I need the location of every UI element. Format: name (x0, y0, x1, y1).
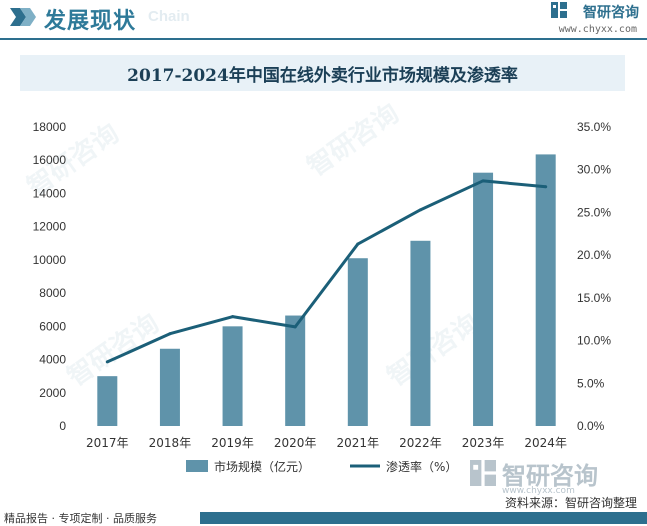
legend-bar-swatch (186, 460, 208, 472)
bar (473, 172, 494, 426)
y-left-tick-label: 14000 (33, 186, 67, 200)
header: 发展现状 Chain 智研咨询 www.chyxx.com (0, 0, 647, 40)
y-left-tick-label: 8000 (39, 286, 66, 300)
source-note: 资料来源：智研咨询整理 (504, 496, 637, 510)
y-left-tick-label: 4000 (39, 353, 66, 367)
x-tick-label: 2024年 (524, 436, 567, 450)
section-subtitle: Chain (148, 8, 190, 25)
line-point (481, 179, 485, 183)
brand-url: www.chyxx.com (558, 24, 637, 35)
footer-label-bg (0, 508, 200, 524)
bar (222, 326, 243, 426)
legend-line-label: 渗透率（%） (386, 459, 457, 474)
line-point (293, 325, 297, 329)
x-tick-label: 2022年 (399, 436, 442, 450)
line-point (544, 185, 548, 189)
line-point (105, 360, 109, 364)
y-right-tick-label: 10.0% (577, 334, 611, 348)
line-point (168, 332, 172, 336)
brand-name: 智研咨询 (583, 5, 639, 21)
y-left-tick-label: 6000 (39, 319, 66, 333)
line-point (231, 315, 235, 319)
y-right-tick-label: 5.0% (577, 376, 605, 390)
bar (285, 315, 306, 426)
bar (347, 258, 368, 426)
penetration-line (106, 179, 546, 364)
header-divider (0, 38, 647, 40)
y-right-tick-label: 25.0% (577, 205, 611, 219)
x-tick-label: 2021年 (337, 436, 380, 450)
watermark-brand-name: 智研咨询 (502, 462, 598, 490)
watermark-brand-url: www.chyxx.com (502, 486, 575, 496)
chart-title: 2017-2024年中国在线外卖行业市场规模及渗透率 (127, 65, 518, 86)
section-title: 发展现状 (44, 9, 137, 34)
bar (535, 154, 556, 427)
line-point (356, 242, 360, 246)
x-tick-label: 2020年 (274, 436, 317, 450)
y-left-tick-label: 0 (59, 419, 66, 433)
y-right-tick-label: 0.0% (577, 419, 605, 433)
bar (97, 376, 118, 426)
x-tick-label: 2017年 (86, 436, 129, 450)
y-right-tick-label: 20.0% (577, 248, 611, 262)
x-tick-label: 2023年 (462, 436, 505, 450)
section-marker-icon (10, 8, 36, 26)
y-left-tick-label: 2000 (39, 386, 66, 400)
brand-logo-icon (551, 2, 567, 18)
legend-bar-label: 市场规模（亿元） (214, 459, 310, 474)
y-left-tick-label: 12000 (33, 220, 67, 234)
y-right-tick-label: 15.0% (577, 291, 611, 305)
bar (159, 348, 180, 426)
y-right-tick-label: 30.0% (577, 163, 611, 177)
x-tick-label: 2018年 (149, 436, 192, 450)
y-left-tick-label: 16000 (33, 153, 67, 167)
watermark-logo-icon (470, 460, 496, 486)
chart-title-bar: 2017-2024年中国在线外卖行业市场规模及渗透率 (20, 55, 625, 91)
x-tick-label: 2019年 (211, 436, 254, 450)
bar (410, 240, 431, 426)
line-point (418, 208, 422, 212)
y-left-tick-label: 10000 (33, 253, 67, 267)
footer-tagline: 精品报告 · 专项定制 · 品质服务 (4, 512, 157, 525)
y-left-tick-label: 18000 (33, 120, 67, 134)
y-right-tick-label: 35.0% (577, 120, 611, 134)
